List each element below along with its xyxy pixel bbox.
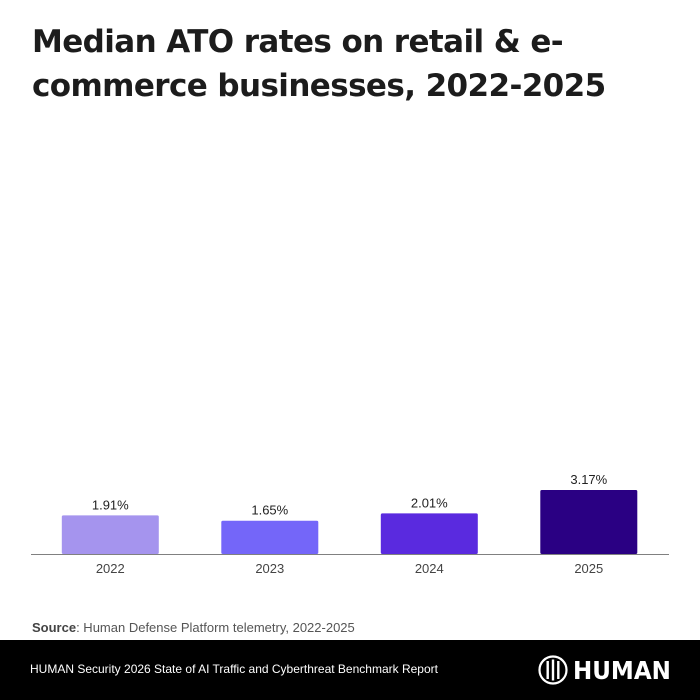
report-title: HUMAN Security 2026 State of AI Traffic … [30,662,438,676]
value-label-2025: 3.17% [570,472,607,487]
labels-group: 1.91% 2022 1.65% 2023 2.01% 2024 3.17% 2025 [92,472,608,576]
source-text: : Human Defense Platform telemetry, 2022… [76,620,355,635]
source-note: Source: Human Defense Platform telemetry… [32,620,355,635]
x-tick-2024: 2024 [415,561,444,576]
logo-wordmark: HUMAN [573,655,671,685]
bar-chart: 1.91% 2022 1.65% 2023 2.01% 2024 3.17% 2025 [31,472,669,576]
bar-2024 [380,513,478,554]
human-logo-icon [538,655,568,685]
chart-title: Median ATO rates on retail & e-commerce … [32,24,606,104]
x-tick-2025: 2025 [574,561,603,576]
bars-group [61,490,638,554]
human-logo: HUMAN [538,654,679,686]
bar-2023 [221,520,319,554]
bar-2022 [61,515,159,554]
value-label-2024: 2.01% [411,495,448,510]
value-label-2022: 1.91% [92,497,129,512]
source-label: Source [32,620,77,635]
footer-bar: HUMAN Security 2026 State of AI Traffic … [0,640,700,700]
value-label-2023: 1.65% [251,503,288,518]
bar-2025 [540,490,638,554]
x-tick-2022: 2022 [96,561,125,576]
x-tick-2023: 2023 [255,561,284,576]
